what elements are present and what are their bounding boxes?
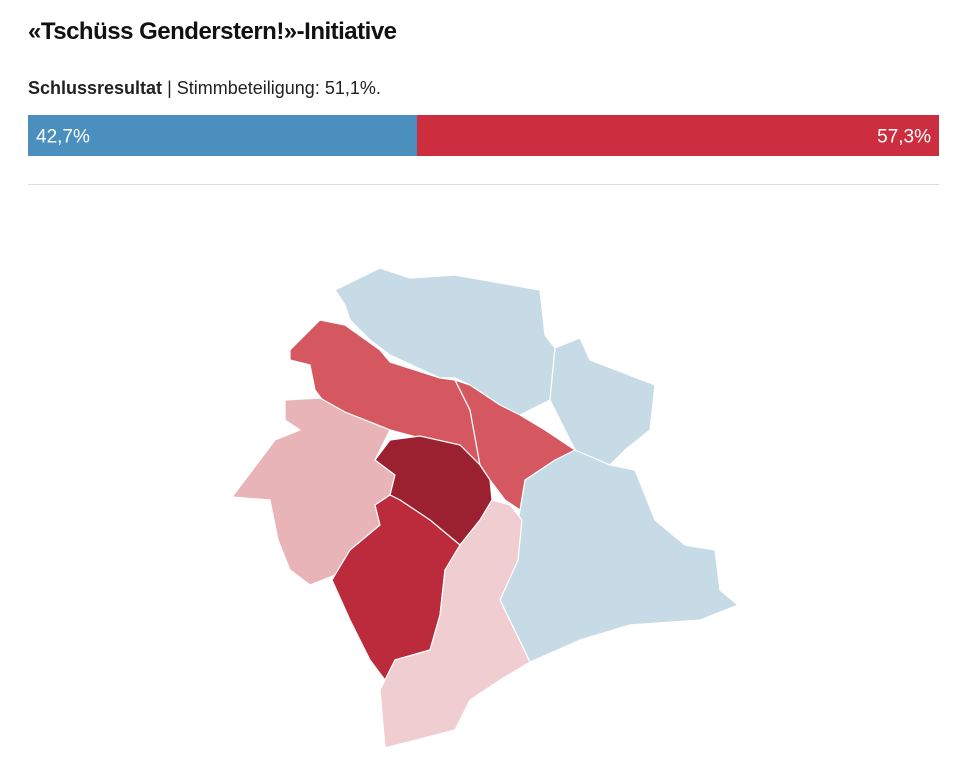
summary-label: Schlussresultat	[28, 78, 163, 98]
divider	[28, 184, 939, 185]
title: «Tschüss Genderstern!»-Initiative	[28, 18, 397, 45]
district	[549, 337, 656, 466]
result-label: 57,3%	[877, 127, 931, 148]
summary-details: | Stimmbeteiligung: 51,1%.	[167, 78, 381, 98]
result-label: 42,7%	[36, 127, 90, 148]
district	[379, 499, 531, 749]
district	[499, 449, 739, 663]
result-segment	[416, 115, 939, 156]
result-bar: 42,7% 57,3%	[28, 115, 939, 156]
result-segment	[28, 115, 417, 156]
summary: Schlussresultat | Stimmbeteiligung: 51,1…	[28, 78, 381, 99]
